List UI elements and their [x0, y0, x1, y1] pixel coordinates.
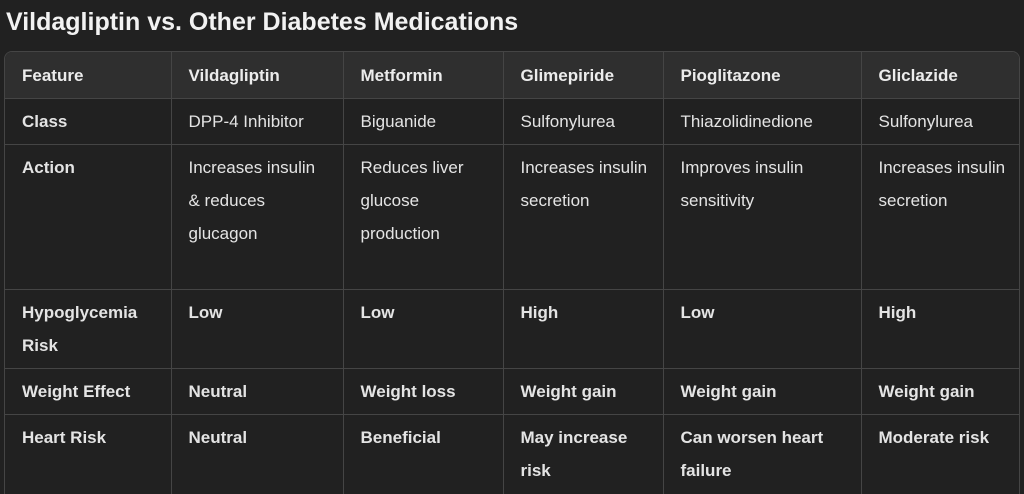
table-cell: Neutral [171, 414, 344, 494]
table-cell: Weight loss [343, 368, 504, 415]
table-cell: Low [343, 289, 504, 369]
table-cell: Reduces liver glucose production [343, 144, 504, 290]
table-cell: Improves insulin sensitivity [663, 144, 862, 290]
column-header-pioglitazone: Pioglitazone [663, 52, 862, 99]
table-cell: Low [171, 289, 344, 369]
column-header-feature: Feature [5, 52, 172, 99]
column-header-vildagliptin: Vildagliptin [171, 52, 344, 99]
table-header-row: Feature Vildagliptin Metformin Glimepiri… [5, 52, 1019, 99]
row-label-action: Action [5, 144, 172, 290]
row-label-heart-risk: Heart Risk [5, 414, 172, 494]
table-cell: High [861, 289, 1019, 369]
table-cell: Biguanide [343, 98, 504, 145]
row-label-hypoglycemia-risk: Hypoglycemia Risk [5, 289, 172, 369]
table-cell: Sulfonylurea [861, 98, 1019, 145]
table-cell: Can worsen heart failure [663, 414, 862, 494]
table-cell: Moderate risk [861, 414, 1019, 494]
page-title: Vildagliptin vs. Other Diabetes Medicati… [6, 8, 519, 36]
table-row-hypoglycemia-risk: Hypoglycemia Risk Low Low High Low High [5, 289, 1019, 369]
table-cell: Sulfonylurea [503, 98, 664, 145]
column-header-gliclazide: Gliclazide [861, 52, 1019, 99]
row-label-class: Class [5, 98, 172, 145]
table-cell: Increases insulin secretion [503, 144, 664, 290]
table-cell: Weight gain [503, 368, 664, 415]
table-cell: DPP-4 Inhibitor [171, 98, 344, 145]
table-cell: Weight gain [861, 368, 1019, 415]
table-cell: Beneficial [343, 414, 504, 494]
table-cell: Low [663, 289, 862, 369]
table-row-class: Class DPP-4 Inhibitor Biguanide Sulfonyl… [5, 98, 1019, 145]
comparison-table-container: Feature Vildagliptin Metformin Glimepiri… [4, 51, 1020, 494]
row-label-weight-effect: Weight Effect [5, 368, 172, 415]
table-row-action: Action Increases insulin & reduces gluca… [5, 144, 1019, 290]
table-cell: High [503, 289, 664, 369]
table-row-weight-effect: Weight Effect Neutral Weight loss Weight… [5, 368, 1019, 415]
table-row-heart-risk: Heart Risk Neutral Beneficial May increa… [5, 414, 1019, 494]
table-cell: Increases insulin & reduces glucagon [171, 144, 344, 290]
column-header-glimepiride: Glimepiride [503, 52, 664, 99]
table-cell: May increase risk [503, 414, 664, 494]
table-cell: Weight gain [663, 368, 862, 415]
table-cell: Increases insulin secretion [861, 144, 1019, 290]
table-cell: Thiazolidinedione [663, 98, 862, 145]
table-cell: Neutral [171, 368, 344, 415]
column-header-metformin: Metformin [343, 52, 504, 99]
comparison-table: Feature Vildagliptin Metformin Glimepiri… [5, 52, 1019, 494]
